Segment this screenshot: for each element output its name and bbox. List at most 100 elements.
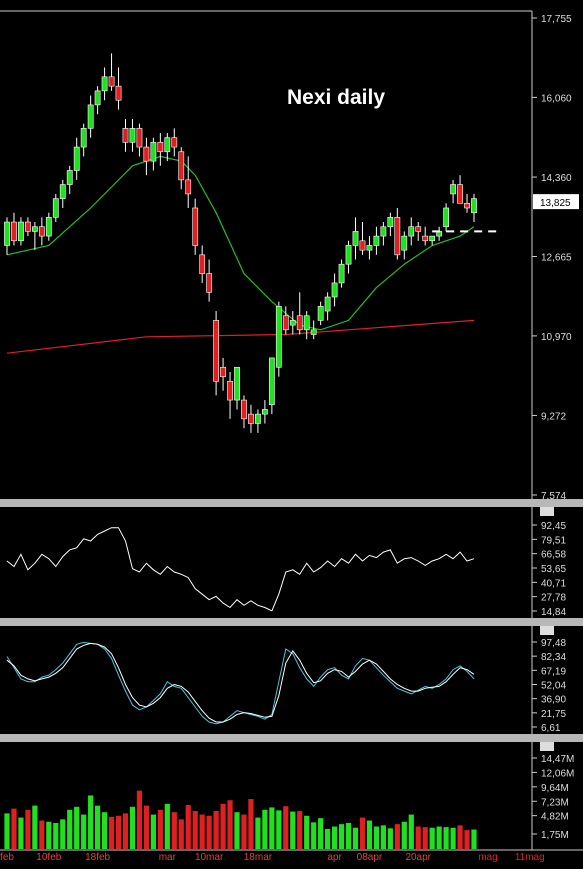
volume-bar	[4, 813, 10, 849]
volume-bar	[108, 816, 115, 849]
candle-body	[401, 235, 408, 251]
oscillator1-line	[6, 527, 475, 612]
x-tick-label: 20apr	[405, 852, 431, 863]
candle-body	[80, 128, 87, 148]
price-tick-label: 12,665	[541, 252, 572, 263]
candle-body	[310, 329, 317, 335]
volume-bar	[18, 817, 24, 849]
volume-bar	[206, 815, 212, 849]
oscillator2-k-line	[6, 641, 475, 725]
candle-body	[443, 207, 450, 228]
candle-body	[394, 217, 401, 256]
candle-body	[282, 315, 289, 331]
candle-body	[66, 170, 73, 185]
moving-average-short-line	[6, 155, 475, 331]
candle-body	[213, 320, 219, 382]
volume-bar	[318, 818, 324, 849]
volume-bar	[290, 811, 296, 849]
candle-body	[45, 217, 52, 237]
candle-body	[275, 306, 282, 368]
price-tick-label: 17,755	[541, 14, 572, 25]
volume-bar	[213, 810, 219, 849]
volume-bar	[164, 803, 170, 849]
volume-bar	[150, 814, 156, 849]
candle-body	[422, 235, 429, 242]
volume-bar	[408, 814, 414, 849]
candle-body	[303, 315, 310, 331]
volume-bar	[53, 822, 59, 849]
price-tick-label: 10,970	[541, 332, 572, 343]
candle-body	[59, 184, 66, 199]
x-tick-label: mag	[478, 852, 497, 863]
volume-bar	[81, 814, 87, 849]
x-tick-label: 10feb	[36, 852, 61, 863]
volume-bar	[429, 827, 435, 849]
volume-bar	[373, 826, 380, 849]
volume-bar	[345, 822, 352, 849]
candle-body	[129, 128, 136, 143]
oscillator1-tick-label: 53,65	[541, 564, 566, 575]
volume-bar	[157, 809, 163, 849]
volume-bar	[331, 826, 338, 849]
volume-bar	[325, 828, 331, 849]
oscillator2-tick-label: 6,61	[541, 723, 561, 734]
candle-body	[324, 296, 331, 312]
volume-bar	[283, 806, 289, 849]
candle-body	[261, 409, 268, 415]
x-tick-label: mar	[159, 852, 177, 863]
volume-bar	[185, 805, 191, 849]
chart-title: Nexi daily	[287, 86, 385, 109]
volume-bar	[380, 825, 386, 849]
candle-body	[408, 226, 415, 237]
x-tick-label: 08apr	[357, 852, 383, 863]
volume-bar	[67, 809, 73, 849]
candle-body	[450, 184, 456, 195]
oscillator2-tick-label: 82,34	[541, 652, 566, 663]
volume-bar	[450, 827, 456, 849]
candle-body	[415, 226, 422, 232]
candle-body	[18, 221, 24, 242]
candle-body	[464, 202, 470, 209]
candle-body	[234, 366, 240, 401]
candle-body	[199, 254, 206, 274]
candle-body	[192, 207, 199, 246]
price-tick-label: 16,060	[541, 93, 572, 104]
volume-bar	[387, 828, 393, 849]
candle-body	[52, 198, 59, 218]
candle-body	[171, 137, 178, 148]
candle-body	[143, 146, 150, 162]
candle-body	[115, 85, 122, 101]
candle-body	[157, 142, 164, 153]
candle-body	[73, 146, 80, 171]
volume-bar	[401, 821, 407, 849]
candle-body	[359, 240, 366, 251]
oscillator2-tick-label: 21,75	[541, 709, 566, 720]
volume-bar	[394, 824, 400, 849]
oscillator2-tick-label: 67,19	[541, 666, 566, 677]
candle-body	[101, 76, 108, 92]
volume-tick-label: 14,47M	[541, 754, 574, 765]
candle-body	[11, 221, 17, 242]
candle-body	[248, 413, 254, 424]
candle-body	[227, 381, 233, 401]
x-tick-label: 10mar	[195, 852, 224, 863]
volume-bar	[269, 807, 275, 849]
candle-body	[94, 90, 101, 106]
volume-bar	[422, 827, 428, 849]
oscillator2-tick-label: 36,90	[541, 695, 566, 706]
candle-body	[206, 273, 213, 293]
volume-tick-label: 12,06M	[541, 768, 574, 779]
candle-body	[164, 137, 171, 153]
volume-bar	[32, 805, 38, 849]
volume-bar	[471, 829, 477, 849]
volume-bar	[234, 812, 240, 849]
volume-tick-label: 9,64M	[541, 783, 569, 794]
volume-bar	[464, 830, 470, 849]
volume-bar	[262, 809, 268, 849]
price-tick-label: 14,360	[541, 173, 572, 184]
x-tick-label: 18feb	[85, 852, 110, 863]
volume-bar	[241, 814, 247, 849]
price-tick-label: 9,272	[541, 411, 566, 422]
candle-body	[150, 142, 157, 162]
